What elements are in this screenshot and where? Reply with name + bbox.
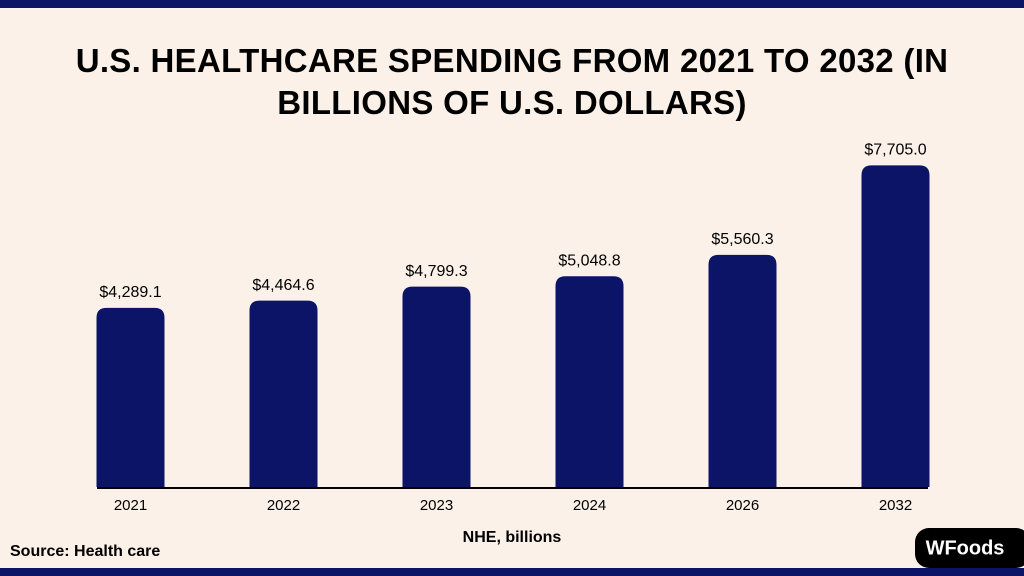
bar [96,307,165,487]
bar [555,276,624,487]
value-label: $7,705.0 [864,142,926,159]
x-tick-label: 2024 [573,497,606,514]
logo: WFoods [926,537,1005,559]
x-axis-label: NHE, billions [463,529,562,546]
x-tick-label: 2022 [267,497,300,514]
value-label: $4,799.3 [405,263,467,280]
chart-title: U.S. HEALTHCARE SPENDING FROM 2021 TO 20… [75,42,949,121]
bar [249,300,318,487]
value-label: $5,048.8 [558,252,620,269]
x-tick-label: 2023 [420,497,453,514]
value-label: $5,560.3 [711,231,773,248]
bar [402,286,471,487]
source: Source: Health care [10,543,160,560]
bar [708,254,777,487]
logo-box [915,528,1024,568]
x-tick-label: 2021 [114,497,147,514]
top-stripe [0,0,1024,8]
value-label: $4,289.1 [99,284,161,301]
value-label: $4,464.6 [252,277,314,294]
bottom-stripe [0,568,1024,576]
x-tick-label: 2026 [726,497,759,514]
bar [861,165,930,487]
x-tick-label: 2032 [879,497,912,514]
